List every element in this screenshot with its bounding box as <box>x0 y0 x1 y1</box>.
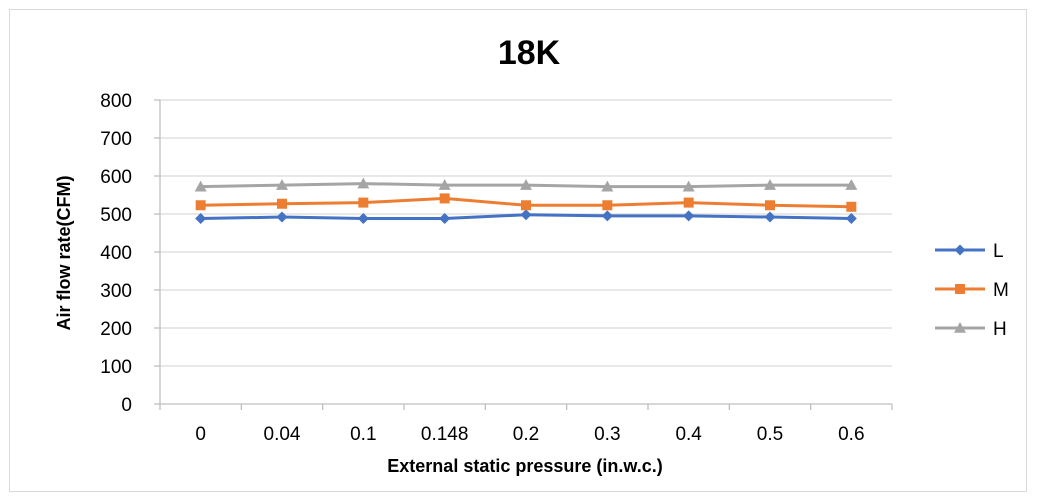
y-axis-label: Air flow rate(CFM) <box>54 175 74 330</box>
y-tick-label: 400 <box>100 243 132 264</box>
y-tick-label: 600 <box>100 167 132 188</box>
data-point-l <box>683 210 695 222</box>
series-group <box>194 177 858 225</box>
data-point-m <box>683 197 694 208</box>
data-point-l <box>601 210 613 222</box>
data-point-m <box>358 197 369 208</box>
y-tick-label: 700 <box>100 129 132 150</box>
data-point-h <box>764 179 776 190</box>
chart-frame <box>9 9 1027 492</box>
data-point-h <box>357 177 370 189</box>
data-point-l <box>195 213 207 225</box>
legend: LMH <box>935 241 1009 340</box>
chart-title: 18K <box>498 34 561 72</box>
data-point-m <box>765 200 775 211</box>
data-point-m <box>602 200 613 211</box>
legend-marker-m <box>955 284 965 294</box>
legend-label-h: H <box>993 319 1007 340</box>
x-axis-label: External static pressure (in.w.c.) <box>387 456 662 476</box>
x-tick-label: 0.2 <box>513 424 539 445</box>
y-tick-label: 500 <box>100 205 132 226</box>
data-point-l <box>764 211 776 223</box>
x-tick-label: 0.3 <box>594 424 620 445</box>
data-point-m <box>846 201 857 212</box>
data-point-m <box>439 193 450 204</box>
y-tick-label: 300 <box>100 281 132 302</box>
data-point-h <box>845 179 858 190</box>
data-point-h <box>520 179 532 190</box>
data-point-h <box>276 179 288 190</box>
data-point-h <box>601 180 614 192</box>
data-point-m <box>521 200 531 211</box>
legend-label-l: L <box>993 241 1004 262</box>
data-point-l <box>357 213 369 225</box>
x-tick-labels: 0 0.04 0.1 0.148 0.2 0.3 0.4 0.5 0.6 <box>195 424 864 445</box>
x-tick-label: 0.148 <box>421 424 469 445</box>
x-tick-label: 0.4 <box>675 424 702 445</box>
gridlines <box>160 99 892 367</box>
data-point-h <box>194 180 207 192</box>
x-tick-label: 0 <box>195 424 206 445</box>
data-point-m <box>195 200 206 211</box>
y-tick-label: 200 <box>100 319 132 340</box>
legend-marker-h <box>954 322 966 333</box>
y-tick-labels: 0 100 200 300 400 500 600 700 800 <box>100 91 132 416</box>
legend-marker-l <box>954 244 966 256</box>
x-tick-label: 0.04 <box>264 424 301 445</box>
x-tick-label: 0.5 <box>757 424 783 445</box>
data-point-l <box>845 213 857 225</box>
data-point-l <box>276 211 288 223</box>
y-tick-label: 800 <box>100 91 132 112</box>
x-tick-label: 0.1 <box>350 424 376 445</box>
data-point-h <box>438 179 451 190</box>
data-point-m <box>277 198 287 209</box>
x-tick-label: 0.6 <box>838 424 864 445</box>
y-tick-label: 100 <box>100 357 132 378</box>
data-point-l <box>520 209 532 221</box>
legend-label-m: M <box>993 280 1009 301</box>
data-point-l <box>439 213 451 225</box>
data-point-h <box>682 180 695 192</box>
y-tick-label: 0 <box>121 395 132 416</box>
axes <box>154 99 893 410</box>
